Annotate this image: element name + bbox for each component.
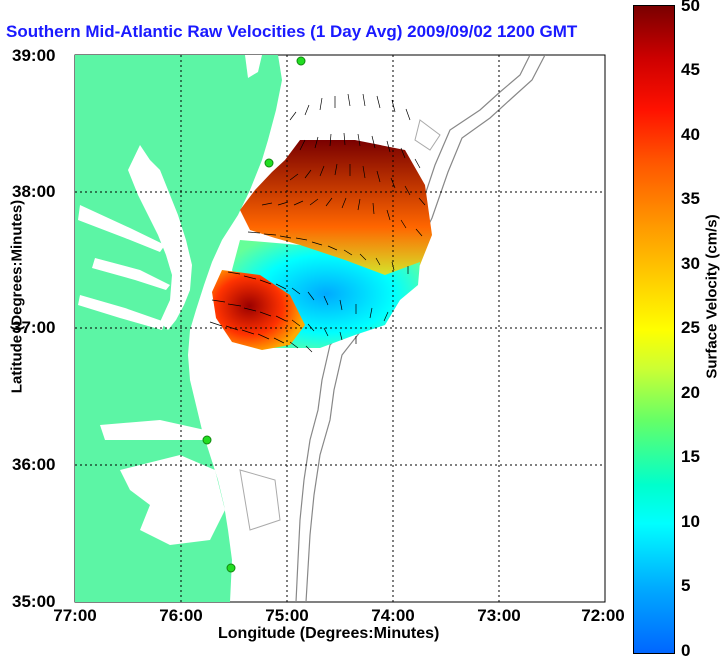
x-tick-label: 76:00	[159, 606, 203, 625]
colorbar-tick-label: 45	[681, 60, 700, 79]
river-rappahannock	[92, 258, 170, 290]
colorbar-tick-label: 5	[681, 576, 691, 595]
colorbar-tick-label: 15	[681, 447, 700, 466]
colorbar-tick-label: 35	[681, 189, 700, 208]
colorbar-tick-label: 40	[681, 125, 700, 144]
colorbar-tick-label: 30	[681, 254, 700, 273]
y-tick-label: 35:00	[12, 592, 56, 611]
chesapeake-bay	[128, 145, 192, 330]
x-tick-label: 75:00	[265, 606, 309, 625]
station-marker	[264, 158, 274, 168]
colorbar-tick-label: 25	[681, 318, 700, 337]
x-tick-label: 77:00	[53, 606, 97, 625]
colorbar	[633, 5, 675, 654]
bathymetry-contour	[414, 119, 441, 151]
station-marker	[226, 563, 236, 573]
y-axis-label: Latitude (Degrees:Minutes)	[8, 199, 26, 394]
colorbar-tick-label: 0	[681, 641, 691, 660]
x-tick-label: 72:00	[581, 606, 625, 625]
colorbar-label: Surface Velocity (cm/s)	[703, 214, 721, 379]
y-tick-label: 39:00	[12, 46, 56, 65]
station-marker	[202, 435, 212, 445]
colorbar-tick-label: 10	[681, 512, 700, 531]
river-james	[78, 295, 165, 330]
map-title: Southern Mid-Atlantic Raw Velocities (1 …	[6, 22, 578, 41]
y-tick-label: 37:00	[12, 318, 56, 337]
pamlico-sound	[120, 455, 225, 545]
y-tick-label: 36:00	[12, 455, 56, 474]
albemarle-sound	[100, 420, 212, 440]
velocity-field-southwest	[212, 270, 305, 350]
bathymetry-contour	[239, 469, 281, 531]
grid-lines	[75, 55, 605, 602]
river-potomac	[78, 205, 165, 252]
x-axis-label: Longitude (Degrees:Minutes)	[218, 625, 440, 642]
x-tick-label: 73:00	[477, 606, 521, 625]
colorbar-tick-label: 20	[681, 383, 700, 402]
x-tick-label: 74:00	[371, 606, 415, 625]
station-marker	[296, 56, 306, 66]
y-tick-label: 38:00	[12, 182, 56, 201]
velocity-field-north	[240, 140, 432, 285]
delaware-bay	[245, 55, 262, 78]
colorbar-tick-label: 50	[681, 0, 700, 15]
velocity-vectors	[209, 93, 426, 353]
